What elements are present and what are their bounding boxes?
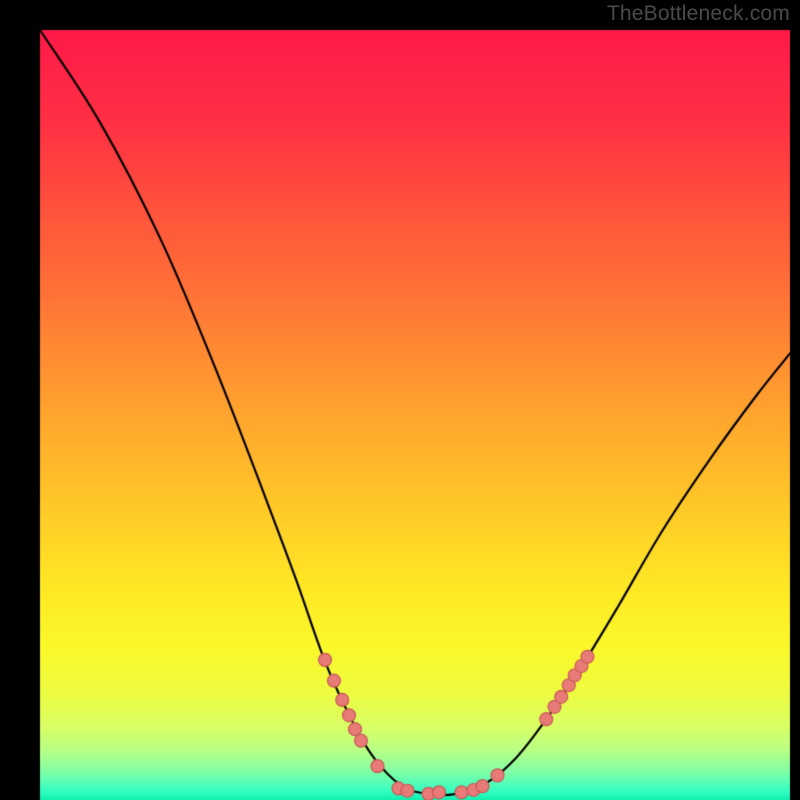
chart-stage: TheBottleneck.com [0,0,800,800]
bottleneck-curve-layer [0,0,800,800]
